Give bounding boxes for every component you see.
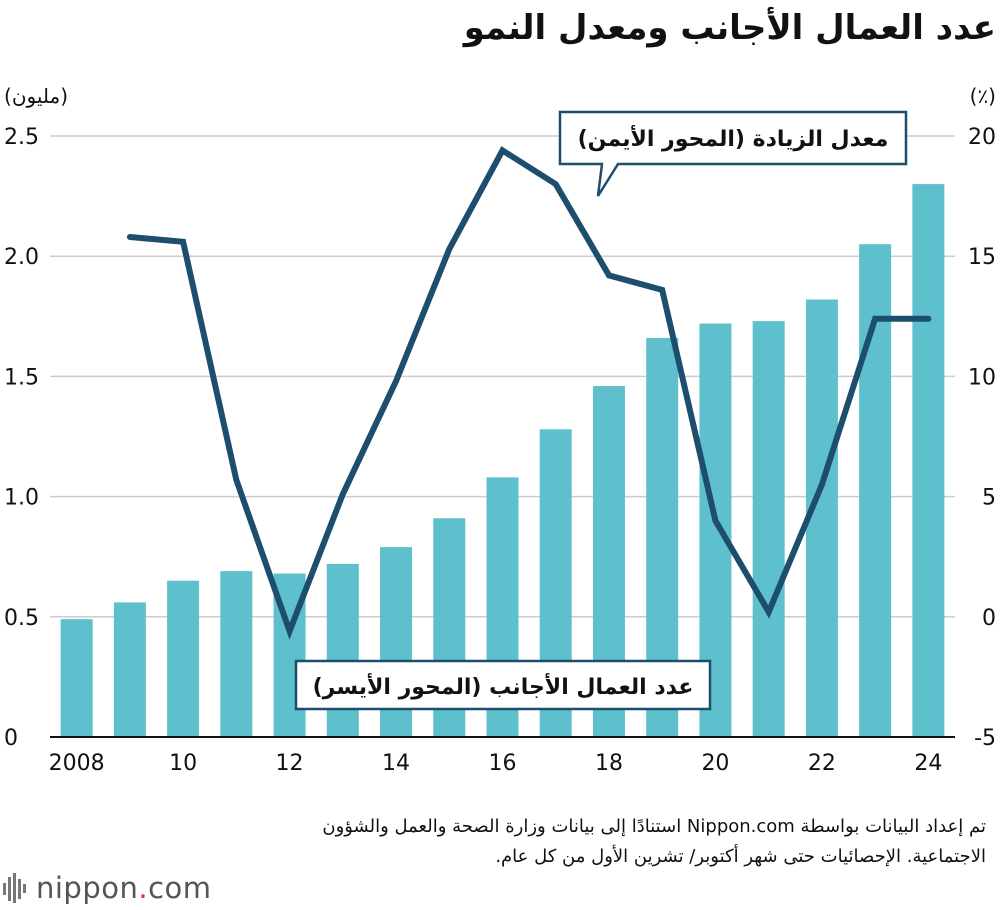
- x-tick-label: 20: [701, 751, 729, 776]
- bar: [805, 299, 838, 737]
- x-tick-label: 14: [382, 751, 410, 776]
- bar: [912, 184, 945, 737]
- y-right-tick-label: 0: [982, 606, 996, 631]
- bar-callout-box: [294, 659, 712, 711]
- line-callout-box: [558, 110, 908, 197]
- y-left-tick-label: 2.5: [4, 125, 39, 150]
- x-tick-label: 10: [169, 751, 197, 776]
- line-series: [126, 146, 932, 640]
- y-right-tick-label: 20: [968, 125, 996, 150]
- brand-name: nippon.com: [36, 871, 212, 905]
- brand-name-dot: .: [138, 871, 149, 905]
- y-left-unit-label: (مليون): [4, 84, 68, 108]
- nippon-logo-icon: [3, 873, 26, 903]
- callouts: معدل الزيادة (المحور الأيمن) عدد العمال ا…: [294, 110, 908, 711]
- bar: [220, 571, 253, 737]
- x-tick-label: 18: [595, 751, 623, 776]
- chart-title: عدد العمال الأجانب ومعدل النمو: [463, 8, 996, 48]
- y-right-unit-label: (٪): [970, 84, 996, 108]
- bar: [113, 602, 146, 737]
- brand-name-suffix: com: [148, 871, 212, 905]
- x-tick-label: 12: [276, 751, 304, 776]
- bar-series: [60, 184, 945, 737]
- y-left-tick-label: 0.5: [4, 606, 39, 631]
- x-tick-label: 16: [489, 751, 517, 776]
- x-tick-label: 22: [808, 751, 836, 776]
- bar: [752, 321, 785, 737]
- y-right-tick-label: 10: [968, 365, 996, 390]
- bar: [167, 580, 200, 737]
- axes: 0 0.5 1.0 1.5 2.0 2.5 -5 0 5 10 15 20 (مليون) (٪) 2008…: [4, 84, 996, 776]
- y-left-tick-label: 2.0: [4, 245, 39, 270]
- brand-logo: nippon.com: [2, 868, 212, 908]
- bar: [60, 619, 93, 737]
- bar: [326, 563, 359, 737]
- y-left-tick-label: 1.5: [4, 365, 39, 390]
- bar-callout-label: عدد العمال الأجانب (المحور الأيسر): [313, 672, 694, 700]
- x-tick-label: 2008: [49, 751, 105, 776]
- source-note: تم إعداد البيانات بواسطة Nippon.com استن…: [322, 816, 986, 867]
- y-left-tick-label: 1.0: [4, 486, 39, 511]
- y-left-tick-label: 0: [4, 726, 18, 751]
- chart-plot: 0 0.5 1.0 1.5 2.0 2.5 -5 0 5 10 15 20 (مليون) (٪) 2008…: [4, 84, 996, 776]
- y-right-tick-label: 5: [982, 486, 996, 511]
- brand-name-prefix: nippon: [36, 871, 139, 905]
- line-callout-label: معدل الزيادة (المحور الأيمن): [578, 124, 889, 152]
- x-tick-label: 24: [914, 751, 942, 776]
- y-right-tick-label: -5: [974, 726, 996, 751]
- y-right-tick-label: 15: [968, 245, 996, 270]
- growth-rate-line: [126, 146, 932, 640]
